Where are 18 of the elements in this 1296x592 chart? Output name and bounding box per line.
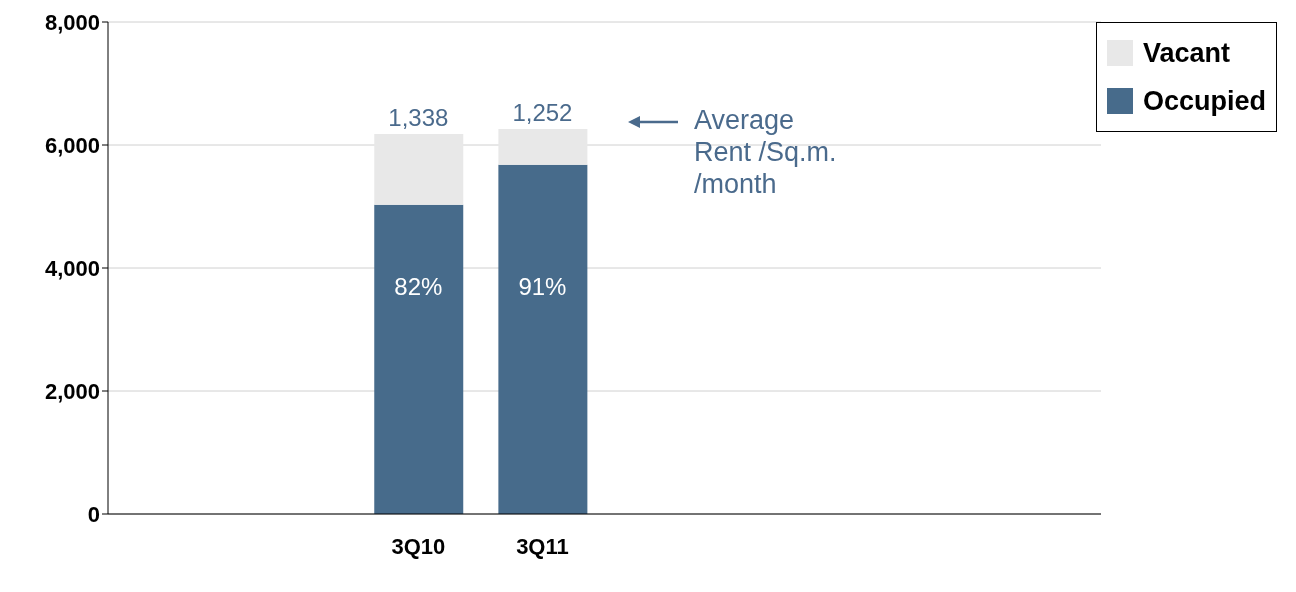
- annotation: 82%: [394, 272, 443, 300]
- legend-label: Vacant: [1142, 36, 1232, 70]
- bar: [498, 164, 588, 514]
- x-tick-label: 3Q11: [516, 533, 569, 559]
- bar: [498, 129, 588, 165]
- y-tick-label: 2,000: [44, 378, 100, 404]
- y-tick-label: 4,000: [44, 255, 100, 281]
- legend-label: Occupied: [1142, 84, 1267, 118]
- y-tick-label: 6,000: [44, 132, 100, 158]
- annotation: Average Rent /Sq.m. /month: [694, 104, 838, 200]
- annotation: 1,338: [388, 103, 449, 131]
- annotation: 91%: [518, 272, 567, 300]
- bar: [374, 133, 464, 205]
- y-tick-label: 8,000: [44, 9, 100, 35]
- annotation: 1,252: [512, 99, 573, 127]
- y-tick-label: 0: [87, 501, 100, 527]
- x-tick-label: 3Q10: [391, 533, 446, 559]
- bar: [374, 204, 464, 514]
